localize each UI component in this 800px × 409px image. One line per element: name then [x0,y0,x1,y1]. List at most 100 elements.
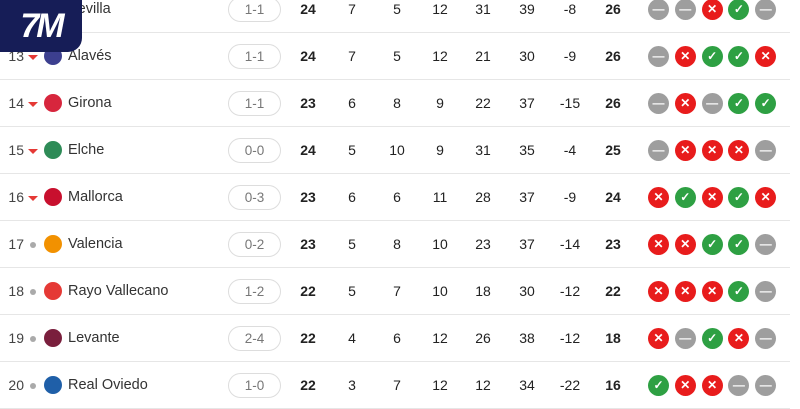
stat-gd: -14 [559,236,581,252]
loss-icon[interactable]: ✕ [755,46,777,67]
win-icon[interactable]: ✓ [701,46,723,67]
rank: 17 [8,236,24,252]
draw-icon[interactable]: — [648,46,669,67]
win-icon[interactable]: ✓ [728,187,750,208]
loss-icon[interactable]: ✕ [648,281,669,302]
stat-d: 6 [393,330,401,346]
win-icon[interactable]: ✓ [728,93,750,114]
table-row[interactable]: 13 Alavés 1-1 24 7 5 12 21 30 -9 26— ✕ ✓ ✓ ✕ [0,33,790,80]
loss-icon[interactable]: ✕ [701,0,723,20]
loss-icon[interactable]: ✕ [701,375,723,396]
loss-icon[interactable]: ✕ [674,234,696,255]
stat-gd: -9 [563,189,577,205]
stat-gd: -12 [559,283,581,299]
draw-icon[interactable]: — [648,0,669,20]
win-icon[interactable]: ✓ [728,0,750,20]
table-row[interactable]: 18 Rayo Vallecano 1-2 22 5 7 10 18 30 -12 22 ✕ ✕ ✕ ✓ — [0,268,790,315]
last-match-score[interactable]: 0-0 [228,138,281,163]
stat-p: 22 [300,330,316,346]
loss-icon[interactable]: ✕ [648,187,669,208]
loss-icon[interactable]: ✕ [674,375,696,396]
loss-icon[interactable]: ✕ [674,46,696,67]
loss-icon[interactable]: ✕ [701,281,723,302]
stat-ga: 38 [519,330,535,346]
draw-icon[interactable]: — [648,93,669,114]
loss-icon[interactable]: ✕ [674,140,696,161]
loss-icon[interactable]: ✕ [728,140,750,161]
draw-icon[interactable]: — [755,140,777,161]
last-match-score[interactable]: 1-1 [228,44,281,69]
loss-icon[interactable]: ✕ [755,187,777,208]
rank: 13 [8,48,24,64]
draw-icon[interactable]: — [674,0,696,20]
last-match-score[interactable]: 0-3 [228,185,281,210]
draw-icon[interactable]: — [648,140,669,161]
draw-icon[interactable]: — [755,328,777,349]
win-icon[interactable]: ✓ [701,328,723,349]
table-row[interactable]: 17 Valencia 0-2 23 5 8 10 23 37 -14 23 ✕ ✕ ✓ ✓ — [0,221,790,268]
stat-p: 22 [300,283,316,299]
stat-p: 23 [300,95,316,111]
stat-pts: 26 [605,95,621,111]
table-row[interactable]: 16 Mallorca 0-3 23 6 6 11 28 37 -9 24 ✕ ✓ ✕ ✓ ✕ [0,174,790,221]
win-icon[interactable]: ✓ [701,234,723,255]
stat-l: 12 [432,48,448,64]
stat-pts: 25 [605,142,621,158]
last-match-score[interactable]: 2-4 [228,326,281,351]
loss-icon[interactable]: ✕ [701,140,723,161]
last-match-score[interactable]: 1-1 [228,91,281,116]
trend-same-icon [27,221,39,268]
draw-icon[interactable]: — [755,281,777,302]
draw-icon[interactable]: — [755,375,777,396]
table-row[interactable]: 14 Girona 1-1 23 6 8 9 22 37 -15 26— ✕ — ✓ ✓ [0,80,790,127]
draw-icon[interactable]: — [755,0,777,20]
last-match-score[interactable]: 0-2 [228,232,281,257]
win-icon[interactable]: ✓ [755,93,777,114]
stat-w: 7 [348,1,356,17]
win-icon[interactable]: ✓ [728,234,750,255]
win-icon[interactable]: ✓ [648,375,669,396]
team-name[interactable]: Rayo Vallecano [68,283,169,299]
last-match-score[interactable]: 1-0 [228,373,281,398]
table-row[interactable]: 19 Levante 2-4 22 4 6 12 26 38 -12 18 ✕ — ✓ ✕ — [0,315,790,362]
win-icon[interactable]: ✓ [728,281,750,302]
stat-w: 6 [348,95,356,111]
table-row[interactable]: 20 Real Oviedo 1-0 22 3 7 12 12 34 -22 16 ✓ ✕ ✕ — — [0,362,790,409]
loss-icon[interactable]: ✕ [648,234,669,255]
table-row[interactable]: 15 Elche 0-0 24 5 10 9 31 35 -4 25— ✕ ✕ ✕ — [0,127,790,174]
stat-p: 24 [300,48,316,64]
last-match-score[interactable]: 1-1 [228,0,281,22]
draw-icon[interactable]: — [728,375,750,396]
draw-icon[interactable]: — [701,93,723,114]
stat-l: 12 [432,377,448,393]
team-name[interactable]: Real Oviedo [68,377,148,393]
team-name[interactable]: Elche [68,142,105,158]
loss-icon[interactable]: ✕ [728,328,750,349]
team-logo [44,141,62,159]
team-name[interactable]: Girona [68,95,112,111]
stat-gf: 12 [475,377,491,393]
team-logo [44,235,62,253]
win-icon[interactable]: ✓ [674,187,696,208]
stat-l: 9 [436,142,444,158]
trend-down-icon [27,127,39,174]
loss-icon[interactable]: ✕ [674,281,696,302]
team-name[interactable]: Mallorca [68,189,123,205]
trend-down-icon [27,174,39,221]
team-name[interactable]: Valencia [68,236,123,252]
loss-icon[interactable]: ✕ [648,328,669,349]
stat-w: 6 [348,189,356,205]
win-icon[interactable]: ✓ [728,46,750,67]
stat-d: 5 [393,48,401,64]
stat-gf: 23 [475,236,491,252]
team-name[interactable]: Alavés [68,48,112,64]
draw-icon[interactable]: — [674,328,696,349]
loss-icon[interactable]: ✕ [674,93,696,114]
loss-icon[interactable]: ✕ [701,187,723,208]
table-row[interactable]: Sevilla 1-1 24 7 5 12 31 39 -8 26— — ✕ ✓ — [0,0,790,33]
stat-l: 12 [432,1,448,17]
team-name[interactable]: Levante [68,330,120,346]
last-match-score[interactable]: 1-2 [228,279,281,304]
stat-p: 22 [300,377,316,393]
draw-icon[interactable]: — [755,234,777,255]
